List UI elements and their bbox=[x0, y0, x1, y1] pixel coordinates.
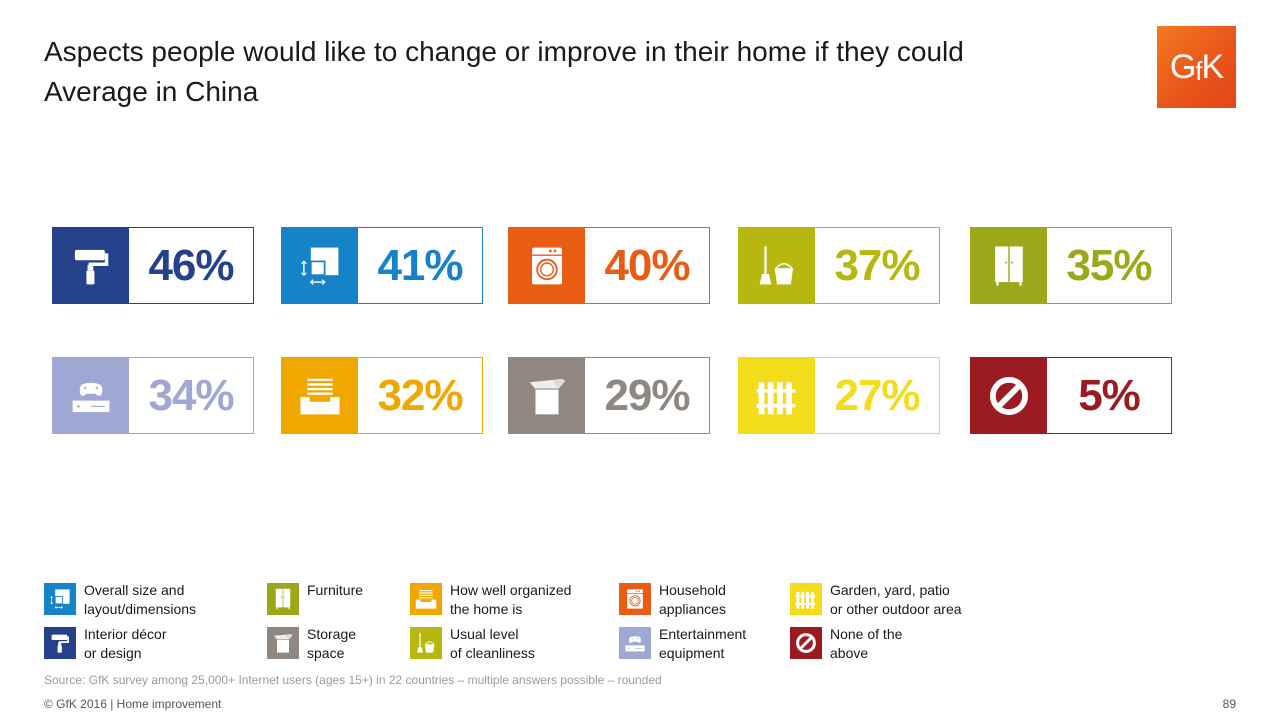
washing-machine-icon bbox=[619, 583, 651, 615]
page-number: 89 bbox=[1222, 697, 1236, 711]
stat-box: 37% bbox=[738, 227, 940, 304]
legend-item: Garden, yard, patio or other outdoor area bbox=[790, 582, 962, 619]
broom-bucket-icon bbox=[410, 627, 442, 659]
stat-value: 5% bbox=[1078, 370, 1141, 420]
source-note: Source: GfK survey among 25,000+ Interne… bbox=[44, 673, 662, 687]
title-line-1: Aspects people would like to change or i… bbox=[44, 36, 964, 67]
stat-value: 29% bbox=[604, 370, 690, 420]
legend-label: Usual level of cleanliness bbox=[450, 626, 535, 661]
chart-title: Aspects people would like to change or i… bbox=[44, 32, 1124, 112]
footer: © GfK 2016 | Home improvement bbox=[44, 697, 222, 711]
drawer-organizer-icon bbox=[282, 358, 358, 433]
fence-icon bbox=[739, 358, 815, 433]
legend-item: Storage space bbox=[267, 626, 357, 663]
paint-roller-icon bbox=[53, 228, 129, 303]
legend-label: Furniture bbox=[307, 582, 364, 598]
stat-value: 34% bbox=[148, 370, 234, 420]
stat-value: 41% bbox=[377, 240, 463, 290]
legend-label: Interior décor or design bbox=[84, 626, 167, 661]
broom-bucket-icon bbox=[739, 228, 815, 303]
stat-value: 37% bbox=[834, 240, 920, 290]
storage-box-icon bbox=[509, 358, 585, 433]
drawer-organizer-icon bbox=[410, 583, 442, 615]
stat-box: 35% bbox=[970, 227, 1172, 304]
legend-label: Storage space bbox=[307, 626, 357, 661]
legend-item: How well organized the home is bbox=[410, 582, 572, 619]
stat-value: 35% bbox=[1066, 240, 1152, 290]
prohibited-icon bbox=[790, 627, 822, 659]
stat-box: 41% bbox=[281, 227, 483, 304]
stat-value: 40% bbox=[604, 240, 690, 290]
stat-box: 34% bbox=[52, 357, 254, 434]
legend-item: Usual level of cleanliness bbox=[410, 626, 535, 663]
wardrobe-icon bbox=[971, 228, 1047, 303]
layout-dimensions-icon bbox=[44, 583, 76, 615]
stat-box: 46% bbox=[52, 227, 254, 304]
game-console-icon bbox=[619, 627, 651, 659]
stat-box: 27% bbox=[738, 357, 940, 434]
legend-item: Entertainment equipment bbox=[619, 626, 747, 663]
legend-label: Garden, yard, patio or other outdoor area bbox=[830, 582, 962, 617]
stat-box: 40% bbox=[508, 227, 710, 304]
legend-label: How well organized the home is bbox=[450, 582, 572, 617]
paint-roller-icon bbox=[44, 627, 76, 659]
legend-item: Furniture bbox=[267, 582, 364, 615]
stat-value: 32% bbox=[377, 370, 463, 420]
legend-item: Household appliances bbox=[619, 582, 726, 619]
storage-box-icon bbox=[267, 627, 299, 659]
stat-box: 29% bbox=[508, 357, 710, 434]
title-line-2: Average in China bbox=[44, 76, 259, 107]
legend-label: Household appliances bbox=[659, 582, 726, 617]
stat-box: 5% bbox=[970, 357, 1172, 434]
legend-label: None of the above bbox=[830, 626, 903, 661]
stat-box: 32% bbox=[281, 357, 483, 434]
stat-value: 27% bbox=[834, 370, 920, 420]
legend-item: Overall size and layout/dimensions bbox=[44, 582, 197, 619]
prohibited-icon bbox=[971, 358, 1047, 433]
legend-item: Interior décor or design bbox=[44, 626, 167, 663]
legend-label: Entertainment equipment bbox=[659, 626, 747, 661]
game-console-icon bbox=[53, 358, 129, 433]
wardrobe-icon bbox=[267, 583, 299, 615]
stat-value: 46% bbox=[148, 240, 234, 290]
legend-label: Overall size and layout/dimensions bbox=[84, 582, 197, 617]
washing-machine-icon bbox=[509, 228, 585, 303]
layout-dimensions-icon bbox=[282, 228, 358, 303]
fence-icon bbox=[790, 583, 822, 615]
legend-item: None of the above bbox=[790, 626, 903, 663]
